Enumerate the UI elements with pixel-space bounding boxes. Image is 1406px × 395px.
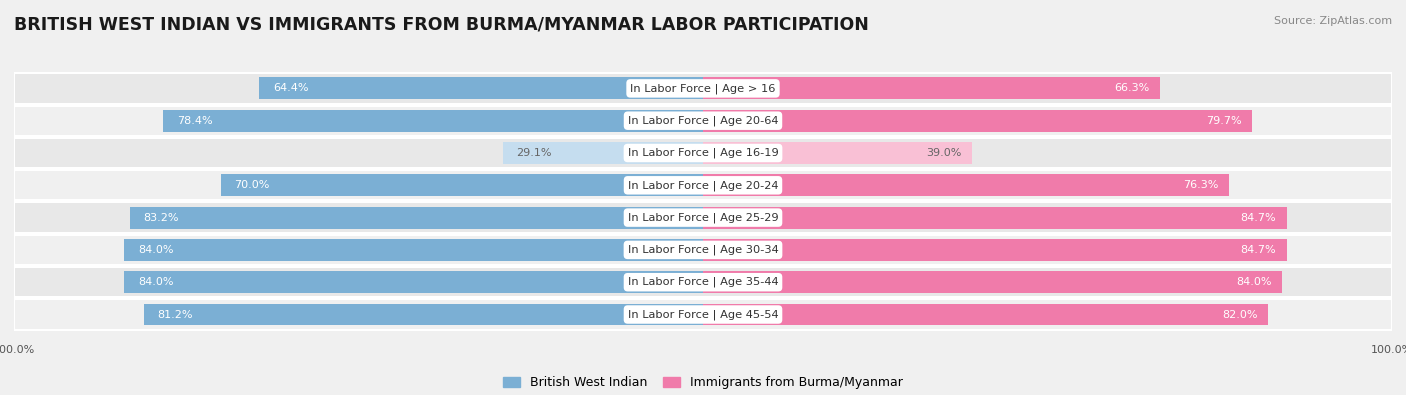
Text: 81.2%: 81.2%	[157, 310, 193, 320]
Bar	[703, 303, 1268, 325]
Bar	[703, 207, 1286, 229]
Text: In Labor Force | Age 20-64: In Labor Force | Age 20-64	[627, 115, 779, 126]
Bar	[221, 174, 703, 196]
Text: In Labor Force | Age 16-19: In Labor Force | Age 16-19	[627, 148, 779, 158]
Bar	[502, 142, 703, 164]
Text: In Labor Force | Age 45-54: In Labor Force | Age 45-54	[627, 309, 779, 320]
Bar	[14, 73, 1392, 103]
Bar	[703, 174, 1229, 196]
Bar	[259, 77, 703, 100]
Text: 84.0%: 84.0%	[1236, 277, 1271, 287]
Bar	[14, 235, 1392, 265]
Bar	[14, 105, 1392, 136]
Text: Source: ZipAtlas.com: Source: ZipAtlas.com	[1274, 16, 1392, 26]
Text: 84.0%: 84.0%	[138, 245, 173, 255]
Text: 84.7%: 84.7%	[1240, 213, 1277, 223]
Bar	[143, 303, 703, 325]
Text: 78.4%: 78.4%	[177, 116, 212, 126]
Bar	[703, 271, 1282, 293]
Bar	[124, 271, 703, 293]
Text: 64.4%: 64.4%	[273, 83, 308, 93]
Text: BRITISH WEST INDIAN VS IMMIGRANTS FROM BURMA/MYANMAR LABOR PARTICIPATION: BRITISH WEST INDIAN VS IMMIGRANTS FROM B…	[14, 16, 869, 34]
Text: 84.7%: 84.7%	[1240, 245, 1277, 255]
Bar	[129, 207, 703, 229]
Legend: British West Indian, Immigrants from Burma/Myanmar: British West Indian, Immigrants from Bur…	[498, 371, 908, 394]
Text: 39.0%: 39.0%	[927, 148, 962, 158]
Text: In Labor Force | Age 30-34: In Labor Force | Age 30-34	[627, 245, 779, 255]
Bar	[703, 239, 1286, 261]
Text: 70.0%: 70.0%	[235, 180, 270, 190]
Text: 82.0%: 82.0%	[1222, 310, 1257, 320]
Bar	[124, 239, 703, 261]
Text: In Labor Force | Age 35-44: In Labor Force | Age 35-44	[627, 277, 779, 288]
Bar	[14, 170, 1392, 201]
Text: 79.7%: 79.7%	[1206, 116, 1241, 126]
Bar	[14, 202, 1392, 233]
Text: 84.0%: 84.0%	[138, 277, 173, 287]
Text: 83.2%: 83.2%	[143, 213, 179, 223]
Bar	[14, 299, 1392, 330]
Bar	[703, 110, 1253, 132]
Text: 66.3%: 66.3%	[1114, 83, 1150, 93]
Text: In Labor Force | Age 20-24: In Labor Force | Age 20-24	[627, 180, 779, 190]
Bar	[703, 142, 972, 164]
Text: In Labor Force | Age 25-29: In Labor Force | Age 25-29	[627, 213, 779, 223]
Bar	[703, 77, 1160, 100]
Bar	[163, 110, 703, 132]
Text: 29.1%: 29.1%	[516, 148, 551, 158]
Text: 76.3%: 76.3%	[1182, 180, 1219, 190]
Bar	[14, 267, 1392, 297]
Bar	[14, 138, 1392, 168]
Text: In Labor Force | Age > 16: In Labor Force | Age > 16	[630, 83, 776, 94]
